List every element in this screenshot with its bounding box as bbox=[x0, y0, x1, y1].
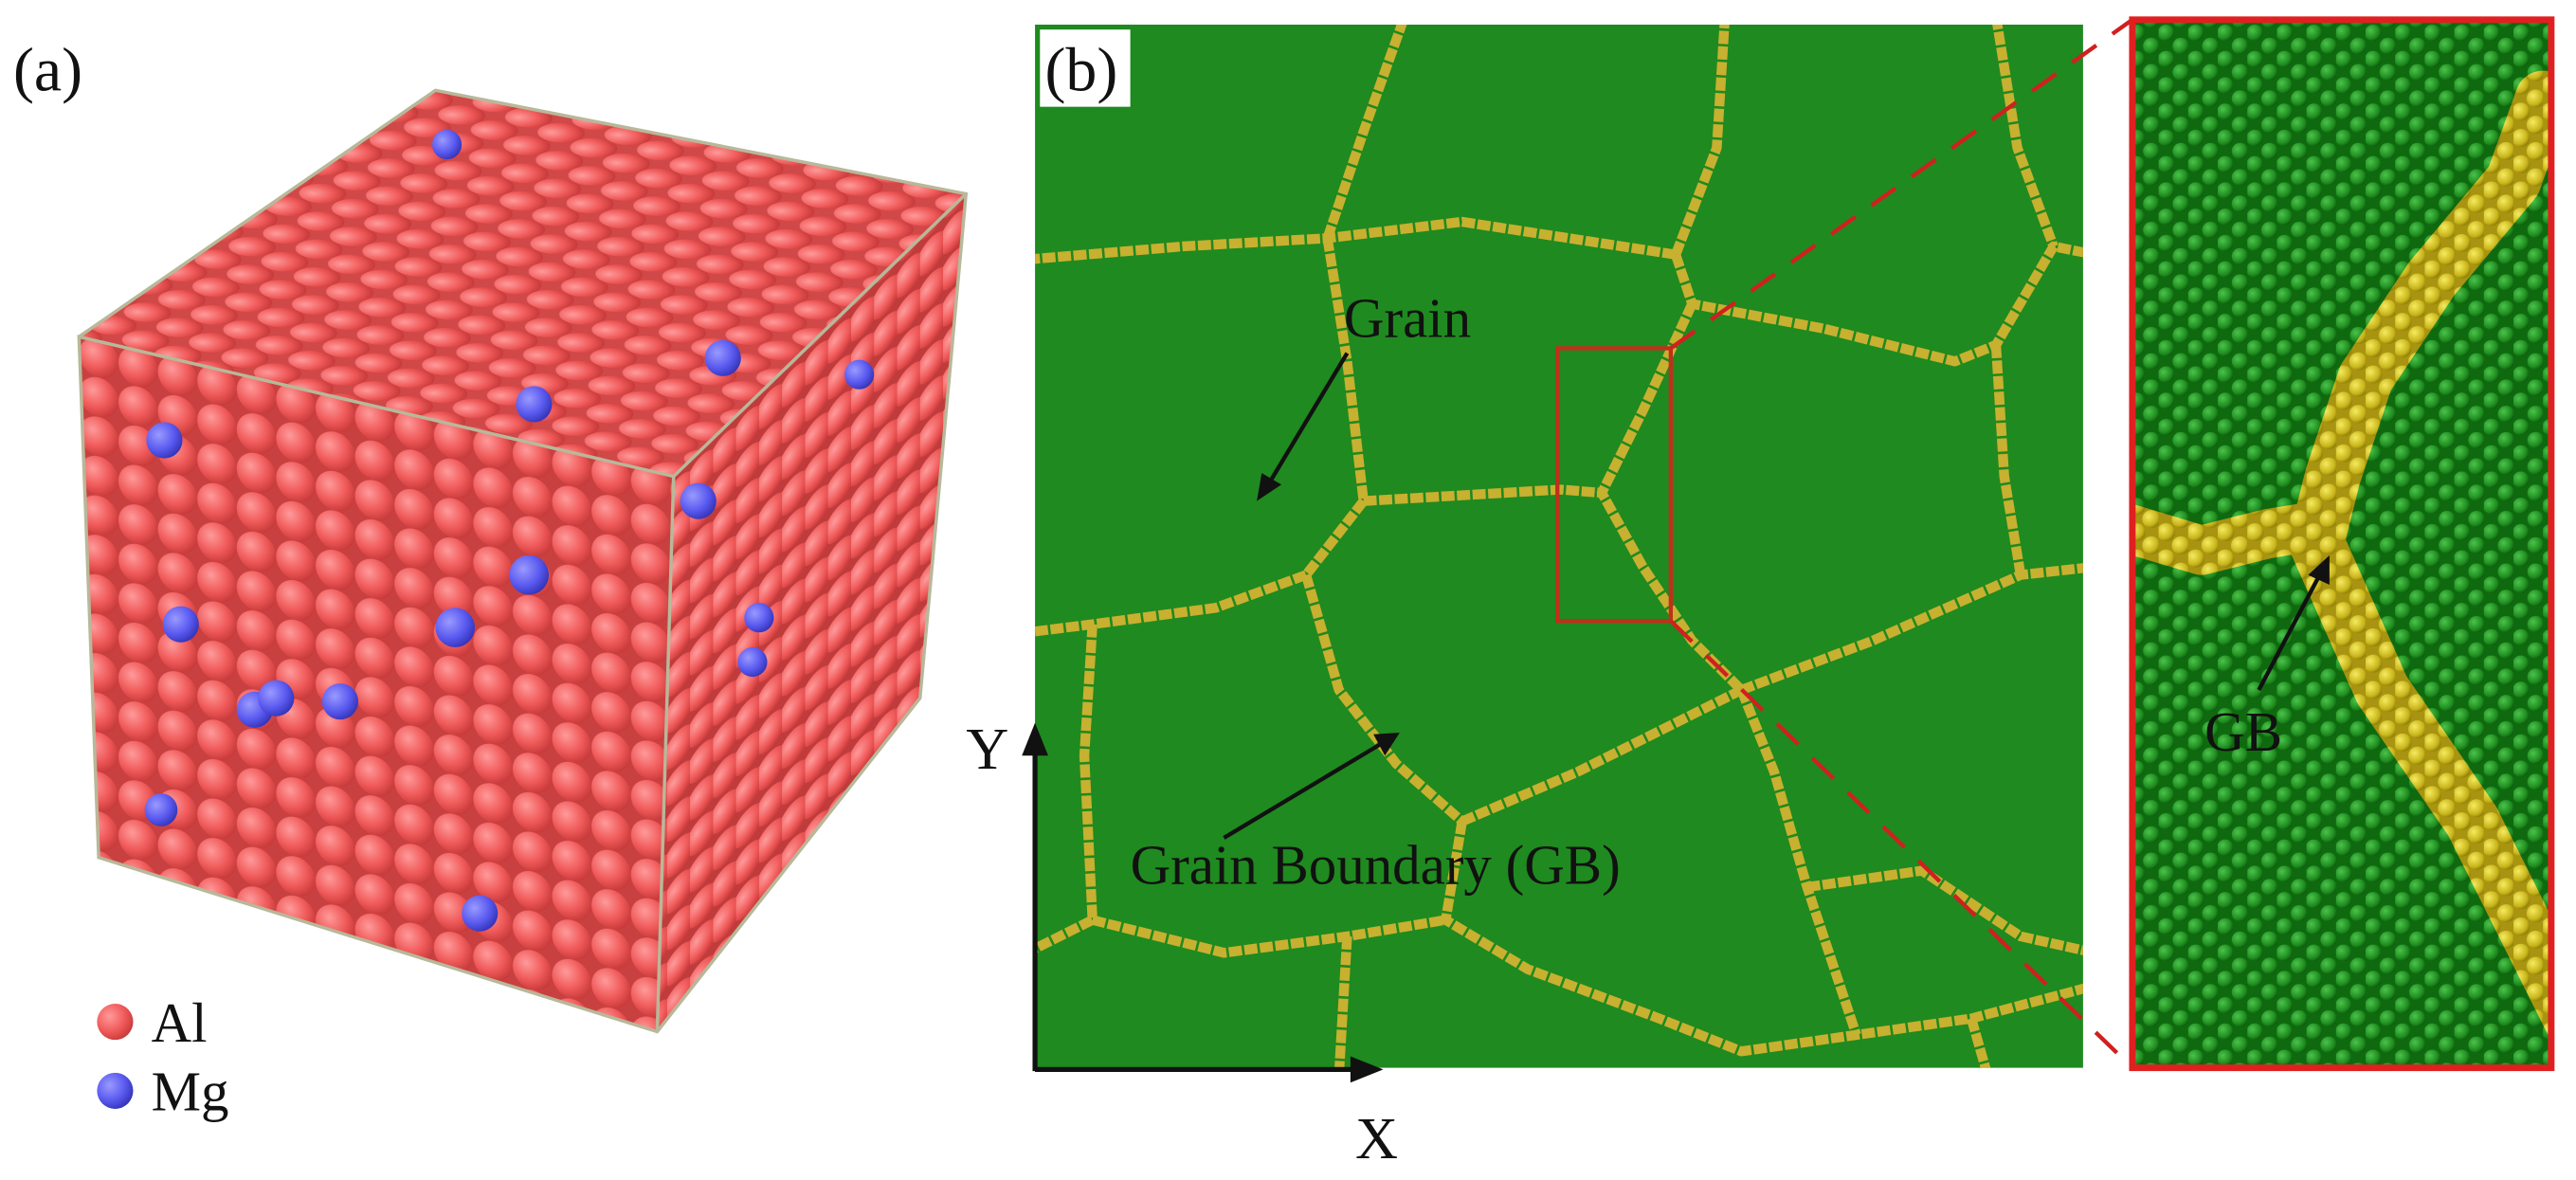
arrow-head bbox=[2308, 554, 2330, 586]
annotation-arrow bbox=[2257, 573, 2322, 691]
cube-top bbox=[79, 90, 967, 477]
cube-right bbox=[657, 193, 967, 1032]
annotation-arrow bbox=[1223, 740, 1385, 840]
panel-label: (a) bbox=[13, 35, 82, 104]
arrow-head bbox=[1257, 473, 1282, 501]
inset-boundary bbox=[2132, 70, 2551, 1039]
cube-edge bbox=[655, 476, 676, 1032]
annotation: GB bbox=[2204, 700, 2282, 763]
annotation: Grain bbox=[1344, 286, 1471, 349]
arrow-head bbox=[1373, 733, 1400, 756]
annotation: Grain Boundary (GB) bbox=[1131, 833, 1621, 896]
panel-label: (b) bbox=[1044, 35, 1117, 104]
zoom-line bbox=[1669, 619, 2134, 1070]
axis-label: X bbox=[1355, 1106, 1398, 1171]
label-box bbox=[1040, 29, 1131, 107]
axis-label: Y bbox=[966, 717, 1008, 782]
panel-a: (a) Al Mg bbox=[13, 35, 969, 1123]
inset: GB bbox=[2129, 16, 2555, 1072]
zoom-line bbox=[1669, 18, 2134, 351]
legend-swatch bbox=[97, 1072, 134, 1109]
grain-boundaries bbox=[1035, 24, 2083, 1068]
arrow-head bbox=[1350, 1056, 1384, 1083]
legend-label: Al bbox=[152, 991, 208, 1054]
legend-label: Mg bbox=[152, 1061, 229, 1123]
arrow-head bbox=[1022, 722, 1048, 756]
inset-border bbox=[2129, 16, 2555, 1072]
zoom-box bbox=[1555, 346, 1674, 624]
panel-b: (b) Grain Grain Boundary (GB) Y X bbox=[966, 18, 2134, 1171]
annotation-arrow bbox=[1266, 352, 1350, 486]
mg-atoms bbox=[144, 129, 875, 932]
cube-left bbox=[79, 336, 674, 1032]
legend-swatch bbox=[97, 1004, 134, 1041]
